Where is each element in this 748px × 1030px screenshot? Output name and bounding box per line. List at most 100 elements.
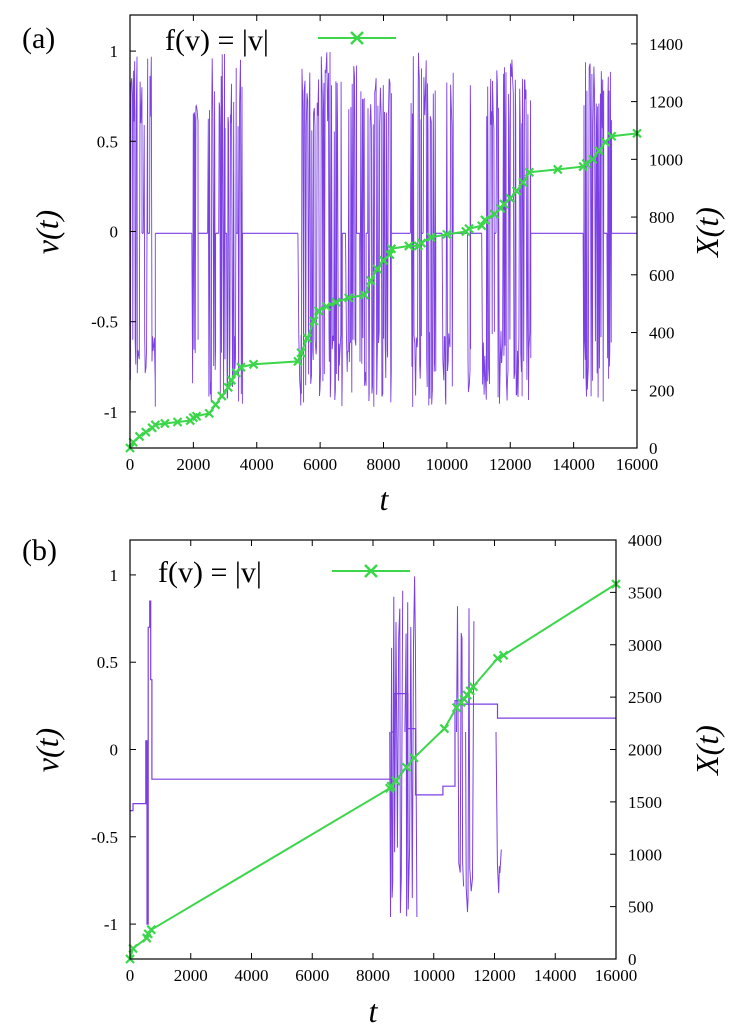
position-marker [309,316,319,326]
panel-b-label: (b) [22,534,57,567]
panel-b-velocity-trace [130,576,616,925]
y-tick-label: 0 [110,223,119,242]
velocity-burst [495,59,532,404]
velocity-burst [142,58,149,374]
velocity-steps [130,600,616,925]
position-marker [587,154,598,165]
position-marker [248,359,259,370]
x-tick-label: 8000 [356,966,390,985]
panel-b-y2label: X(t) [689,725,725,777]
panel-a-xlabel: t [380,481,390,517]
velocity-burst [129,56,143,380]
position-marker [409,753,419,763]
position-marker [498,650,509,661]
position-marker [313,306,324,316]
velocity-burst [404,576,418,918]
position-line [129,583,617,960]
position-marker [372,264,382,274]
position-marker [426,232,436,243]
position-marker [391,776,401,786]
x-tick-label: 8000 [367,455,401,474]
y-tick-label: 0.5 [97,132,118,151]
y-tick-label: -1 [104,915,118,934]
position-marker [518,177,528,188]
velocity-burst [409,52,422,407]
y2-tick-label: 600 [649,266,675,285]
y2-tick-label: 1400 [649,35,683,54]
velocity-burst [582,62,605,402]
position-marker [492,653,503,664]
velocity-burst [359,91,367,386]
position-marker [226,375,237,385]
velocity-burst [237,59,243,404]
panel-b-frame [129,539,617,960]
x-tick-label: 6000 [295,966,329,985]
x-tick-label: 12000 [489,455,532,474]
velocity-burst [226,67,237,399]
position-marker [366,275,376,286]
x-tick-label: 2000 [176,455,210,474]
position-marker [210,399,221,410]
y2-tick-label: 4000 [628,531,662,550]
position-marker [594,145,604,156]
x-tick-label: 12000 [473,966,516,985]
panel-b-legend-label: f(v) = |v| [158,556,262,589]
position-marker [442,229,452,240]
position-marker [293,356,303,367]
position-marker [223,382,234,393]
panel-a: (a) 0 2000 4000 6000 8000 10000 12000 14000 1600… [22,14,725,517]
panel-b-plot [125,576,621,964]
velocity-burst [191,104,199,384]
panel-b-position-trace [125,579,621,964]
position-marker [296,347,306,358]
x-tick-label: 4000 [240,455,274,474]
x-tick-label: 10000 [413,966,456,985]
position-marker [321,301,332,312]
panel-b-legend-marker [364,564,378,578]
velocity-burst [495,731,502,894]
position-marker [476,220,487,231]
position-marker [134,431,145,442]
position-marker [480,215,490,225]
velocity-burst [465,608,475,913]
panel-a-legend-label: f(v) = |v| [165,24,269,57]
panel-b-ticks: 0 2000 4000 6000 8000 10000 12000 14000 1600010.… [91,531,662,985]
velocity-burst [207,58,217,403]
position-marker [359,290,370,300]
panel-a-ylabel: v(t) [29,210,65,254]
x-tick-label: 2000 [174,966,208,985]
panel-a-ticks: 0 2000 4000 6000 8000 10000 12000 14000 1600010.… [91,15,683,474]
x-tick-label: 14000 [552,455,595,474]
panel-b: (b) 0 2000 4000 6000 8000 10000 12000 14000 1600… [22,531,725,1029]
position-marker [146,924,157,935]
x-tick-label: 16000 [616,455,659,474]
panel-a-plot [125,51,642,453]
position-marker [606,131,617,142]
y-tick-label: 1 [110,566,119,585]
position-marker [439,723,450,734]
position-marker [524,167,535,178]
position-marker [191,411,202,422]
velocity-burst [481,78,495,400]
position-marker [236,362,246,372]
x-tick-label: 10000 [426,455,469,474]
position-marker [343,293,354,303]
position-marker [141,427,151,437]
y2-tick-label: 1000 [649,150,683,169]
y2-tick-label: 1500 [628,793,662,812]
panel-b-xlabel: t [369,993,379,1029]
y-tick-label: -0.5 [91,828,118,847]
position-marker [404,241,414,251]
position-marker [416,238,427,248]
x-tick-label: 6000 [303,455,337,474]
y-tick-label: -1 [104,403,118,422]
position-marker [511,186,522,196]
panel-b-legend: f(v) = |v| [158,556,410,589]
position-marker [172,417,183,427]
panel-a-legend: f(v) = |v| [165,24,396,57]
panel-b-ylabel: v(t) [29,728,65,772]
y2-tick-label: 2500 [628,688,662,707]
position-marker [468,681,479,692]
y2-tick-label: 0 [649,439,658,458]
